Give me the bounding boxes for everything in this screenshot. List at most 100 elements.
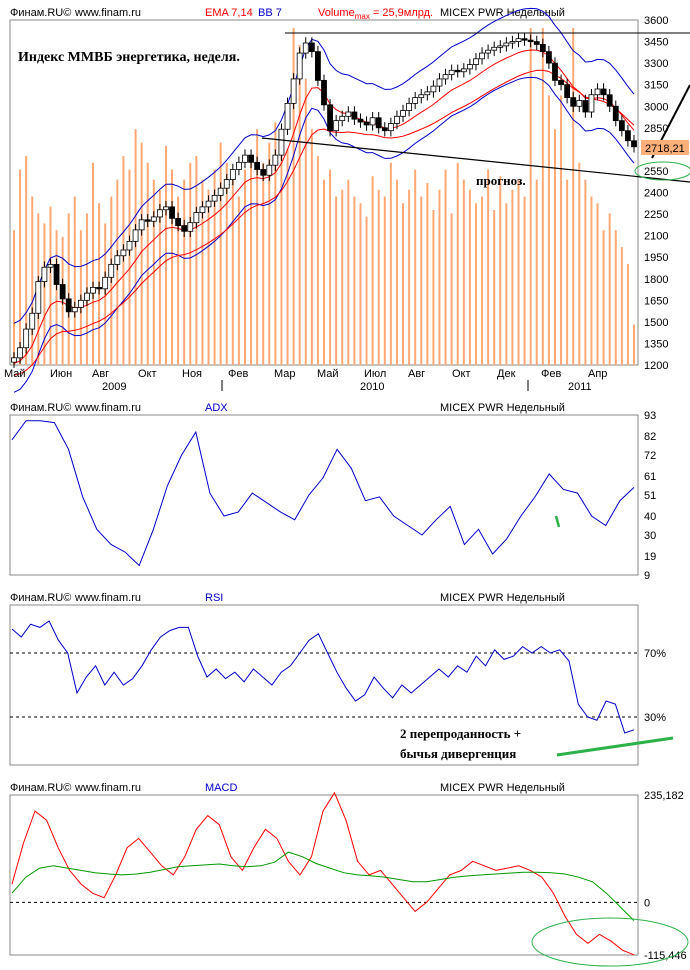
forecast-ellipse: [634, 161, 690, 181]
price-tick-label: 2250: [644, 209, 668, 221]
candle-body: [479, 52, 485, 60]
rsi-instrument-label: MICEX PWR Недельный: [440, 592, 565, 604]
year-tick-label: 2010: [360, 381, 384, 393]
volume-bar: [92, 162, 95, 365]
volume-bar: [572, 28, 575, 365]
month-tick-label: Июл: [364, 368, 386, 380]
candle-body: [150, 216, 157, 222]
volume-legend-sub: max: [355, 12, 370, 21]
year-tick-label: 2011: [568, 381, 592, 393]
month-tick-label: Ноя: [182, 368, 202, 380]
adx-legend: ADX: [205, 402, 228, 414]
volume-bar: [55, 230, 58, 365]
volume-bar: [517, 179, 520, 365]
volume-bar: [128, 169, 131, 365]
candle-body: [181, 225, 188, 232]
adx-axis: 93 82 72 61 51 40 30 19 9: [644, 410, 656, 582]
volume-bar: [553, 129, 556, 365]
candle-body: [278, 128, 285, 156]
candle-body: [284, 102, 291, 130]
macd-ellipse: [531, 917, 689, 967]
volume-bar: [116, 179, 119, 365]
candle-body: [466, 64, 473, 70]
candle-body: [193, 212, 200, 224]
candle-body: [564, 84, 571, 99]
candle-body: [412, 97, 419, 104]
candle-body: [296, 52, 303, 80]
macd-legend: MACD: [205, 782, 237, 794]
candle-body: [594, 88, 601, 96]
candle-body: [84, 292, 90, 301]
signal-line: [11, 851, 635, 921]
candle-body: [442, 74, 449, 80]
tick-label: 72: [644, 450, 656, 462]
candle-body: [17, 347, 23, 359]
volume-bar: [213, 169, 216, 365]
candle-body: [339, 115, 346, 122]
volume-bar: [432, 209, 435, 365]
volume-bar: [541, 28, 544, 365]
ema-slow-line: [13, 69, 635, 376]
volume-bar: [25, 156, 28, 365]
volume-legend: Volume: [318, 7, 355, 19]
candle-body: [497, 45, 504, 48]
price-tick-label: 1650: [644, 295, 668, 307]
candle-body: [65, 298, 72, 313]
volume-bar: [286, 149, 289, 365]
rsi-legend: RSI: [205, 592, 223, 604]
tick-label: 82: [644, 431, 656, 443]
adx-green-mark: [554, 515, 561, 528]
volume-bar: [158, 189, 161, 365]
tick-label: -115,446: [644, 950, 687, 962]
price-axis: 3600345033003150300028502700255024002250…: [644, 15, 668, 372]
rsi-line: [11, 620, 635, 734]
macd-plot-frame: [9, 794, 639, 956]
month-tick-label: Фев: [228, 368, 248, 380]
last-price-label: 2718,21: [645, 143, 685, 155]
volume-bar: [402, 203, 405, 365]
candle-body: [527, 39, 534, 43]
candle-body: [120, 249, 127, 257]
candle-body: [533, 41, 540, 45]
candle-body: [582, 100, 589, 113]
month-tick-label: Май: [4, 368, 26, 380]
bb-upper-line: [13, 7, 635, 324]
rsi-site-label: www.finam.ru: [74, 592, 141, 604]
candle-body: [424, 91, 431, 96]
chart-title: Индекс ММВБ энергетика, неделя.: [18, 50, 240, 65]
volume-bar: [462, 179, 465, 365]
volume-bar: [481, 196, 484, 365]
volume-bar: [590, 196, 593, 365]
adx-line: [11, 420, 635, 567]
adx-site-label: www.finam.ru: [74, 402, 141, 414]
volume-bar: [511, 189, 514, 365]
adx-instrument-label: MICEX PWR Недельный: [440, 402, 565, 414]
volume-bar: [171, 169, 174, 365]
volume-bar: [389, 162, 392, 365]
candle-body: [266, 164, 273, 176]
candle-body: [625, 130, 631, 142]
price-tick-label: 2100: [644, 231, 668, 243]
candle-body: [308, 42, 315, 53]
candle-body: [236, 161, 242, 170]
candle-body: [436, 78, 443, 87]
month-tick-label: Авг: [408, 368, 425, 380]
tick-label: 19: [644, 551, 656, 563]
tick-label: 40: [644, 511, 656, 523]
candle-body: [546, 51, 552, 64]
candle-body: [11, 357, 17, 363]
volume-bar: [395, 179, 398, 365]
volume-bar: [43, 223, 46, 365]
tick-label: 61: [644, 471, 656, 483]
month-tick-label: Май: [317, 368, 339, 380]
last-price-box: [641, 140, 689, 155]
macd-axis: 235,182 0 -115,446: [644, 790, 687, 962]
candle-body: [77, 299, 84, 308]
candle-body: [539, 44, 546, 53]
volume-bar: [468, 189, 471, 365]
volume-bar: [177, 196, 180, 365]
volume-bar: [195, 156, 198, 365]
candle-body: [612, 105, 619, 122]
volume-bar: [499, 176, 502, 365]
